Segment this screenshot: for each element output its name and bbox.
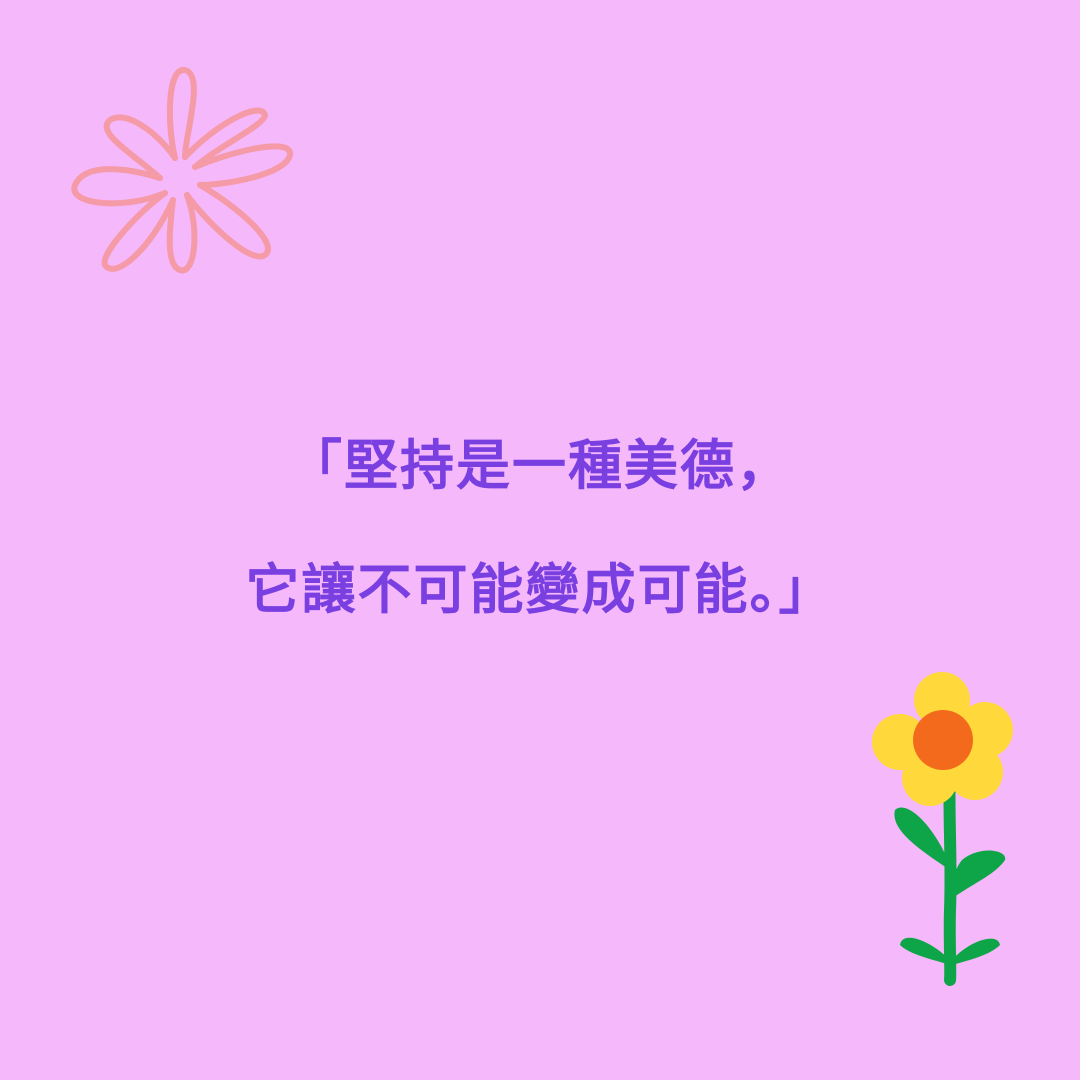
sunflower-icon bbox=[872, 672, 1013, 986]
sunflower-head bbox=[872, 672, 1013, 806]
quote-line-2: 它讓不可能變成可能。」 bbox=[245, 558, 835, 621]
outline-flower-icon bbox=[71, 67, 293, 274]
sunflower-stem bbox=[894, 764, 1006, 986]
quote-line-1: 「堅持是一種美德， bbox=[288, 434, 792, 497]
quote-text: 「堅持是一種美德， 它讓不可能變成可能。」 bbox=[0, 430, 1080, 626]
